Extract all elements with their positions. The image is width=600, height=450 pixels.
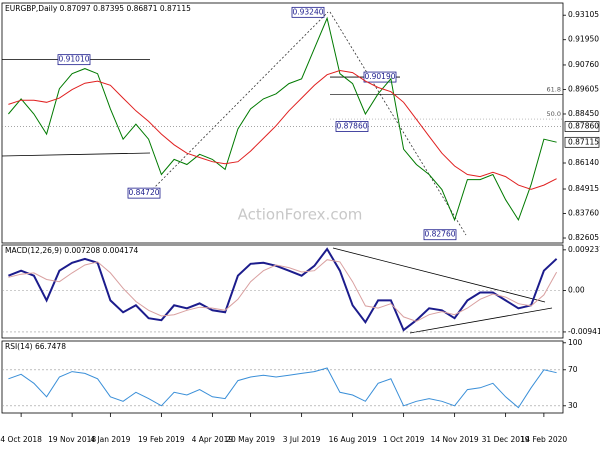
- x-tick-label: 4 Apr 2019: [192, 435, 234, 444]
- series-line: [8, 259, 558, 322]
- watermark: ActionForex.com: [238, 206, 363, 224]
- y-tick-label: 0.91950: [568, 35, 599, 44]
- level-box: [127, 187, 161, 199]
- price-marker-label: 0.87115: [568, 137, 599, 146]
- rsi-panel: [1, 340, 564, 414]
- level-box: [335, 121, 369, 132]
- level-label: 0.93240: [292, 7, 323, 16]
- level-box: [363, 71, 397, 83]
- y-tick-label: 0.84915: [568, 184, 599, 193]
- y-tick-label: 0.89605: [568, 84, 599, 93]
- level-label: 0.91010: [58, 55, 89, 64]
- y-tick-label: 100: [568, 338, 583, 347]
- x-tick-label: 4 Jan 2019: [90, 435, 130, 444]
- level-label: 0.87860: [336, 122, 367, 131]
- y-tick-label: 0.90760: [568, 60, 599, 69]
- trend-line: [1, 152, 151, 157]
- price-marker: [564, 136, 600, 148]
- y-tick-label: 0.88450: [568, 109, 599, 118]
- price-title: EURGBP,Daily 0.87097 0.87395 0.86871 0.8…: [5, 4, 191, 13]
- fib-label: 50.0: [547, 110, 561, 118]
- x-tick-label: 19 Nov 2018: [48, 435, 96, 444]
- x-tick-label: 20 May 2019: [226, 435, 275, 444]
- y-tick-label: -0.009413: [568, 327, 600, 336]
- x-tick-label: 16 Aug 2019: [329, 435, 377, 444]
- level-box: [291, 6, 325, 18]
- x-tick-label: 31 Dec 2019: [482, 435, 530, 444]
- x-tick-label: 1 Oct 2019: [383, 435, 425, 444]
- y-tick-label: 0.83760: [568, 209, 599, 218]
- series-line: [8, 367, 557, 409]
- series-line: [8, 247, 558, 332]
- fib-label: 61.8: [547, 85, 561, 93]
- level-box: [423, 229, 457, 241]
- macd-panel: [1, 244, 564, 339]
- x-tick-label: 14 Feb 2020: [521, 435, 568, 444]
- x-tick-label: 4 Oct 2018: [0, 435, 42, 444]
- series-line: [8, 69, 557, 190]
- y-tick-label: 70: [568, 365, 578, 374]
- price-marker-label: 0.87860: [568, 122, 599, 131]
- level-box: [57, 54, 91, 66]
- x-tick-label: 3 Jul 2019: [283, 435, 321, 444]
- y-tick-label: 0.93105: [568, 10, 599, 19]
- y-tick-label: 30: [568, 401, 578, 410]
- x-tick-label: 14 Nov 2019: [431, 435, 479, 444]
- y-tick-label: 0.009237: [568, 245, 600, 254]
- y-tick-label: 0.86140: [568, 158, 599, 167]
- level-label: 0.90190: [364, 72, 395, 81]
- level-label: 0.84720: [128, 188, 159, 197]
- y-tick-label: 0.82605: [568, 233, 599, 242]
- series-line: [8, 16, 557, 222]
- trend-line: [329, 11, 467, 236]
- macd-title: MACD(12,26,9) 0.007208 0.004174: [5, 246, 139, 255]
- price-marker: [564, 121, 600, 132]
- trend-line: [332, 247, 546, 303]
- level-label: 0.82760: [424, 230, 455, 239]
- y-tick-label: 0.00: [568, 286, 585, 295]
- x-tick-label: 19 Feb 2019: [138, 435, 185, 444]
- rsi-title: RSI(14) 66.7478: [5, 342, 66, 351]
- trend-line: [409, 307, 553, 334]
- price-panel: [1, 2, 564, 244]
